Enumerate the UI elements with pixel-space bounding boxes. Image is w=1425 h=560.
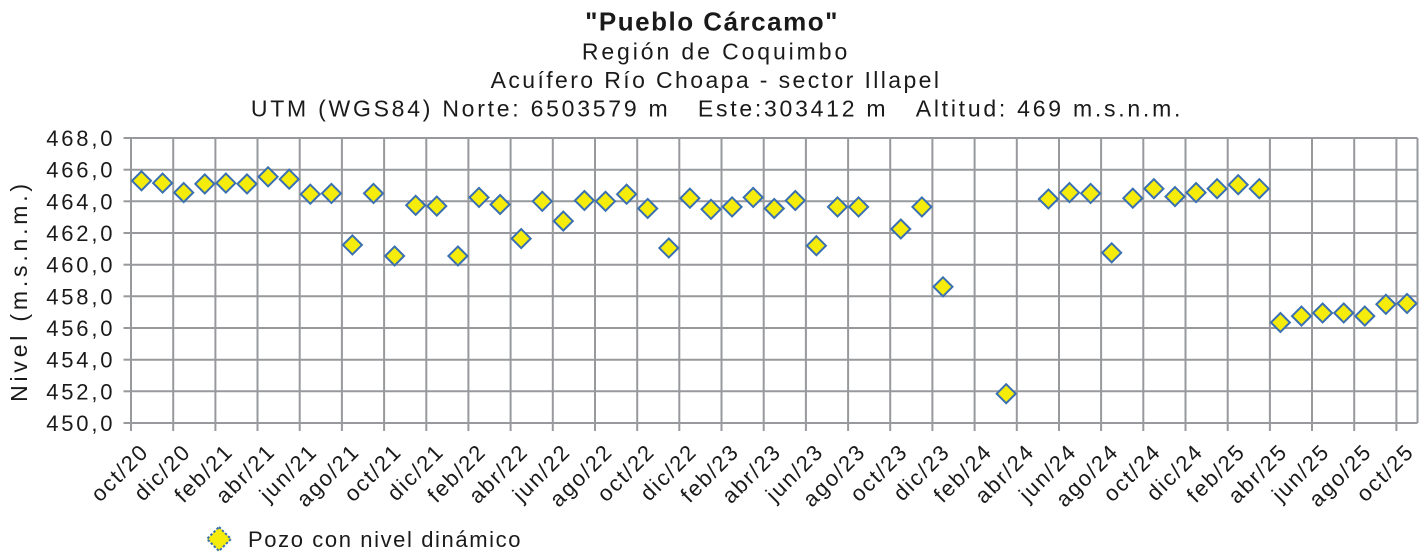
svg-text:Nivel (m.s.n.m.): Nivel (m.s.n.m.): [6, 180, 32, 402]
svg-text:464,0: 464,0: [46, 189, 115, 214]
svg-text:456,0: 456,0: [46, 316, 115, 341]
svg-text:466,0: 466,0: [46, 158, 115, 183]
svg-text:"Pueblo Cárcamo": "Pueblo Cárcamo": [585, 7, 839, 37]
svg-text:450,0: 450,0: [46, 411, 115, 436]
svg-text:460,0: 460,0: [46, 253, 115, 278]
svg-text:452,0: 452,0: [46, 379, 115, 404]
svg-text:462,0: 462,0: [46, 221, 115, 246]
svg-text:Acuífero Río Choapa - sector I: Acuífero Río Choapa - sector Illapel: [491, 67, 942, 93]
svg-text:Pozo con nivel dinámico: Pozo con nivel dinámico: [248, 527, 522, 552]
svg-text:454,0: 454,0: [46, 348, 115, 373]
svg-text:468,0: 468,0: [46, 126, 115, 151]
svg-text:Región de Coquimbo: Región de Coquimbo: [582, 39, 850, 65]
svg-text:458,0: 458,0: [46, 284, 115, 309]
svg-text:UTM (WGS84) Norte: 6503579 m: UTM (WGS84) Norte: 6503579 m Este:303412…: [251, 96, 1183, 122]
